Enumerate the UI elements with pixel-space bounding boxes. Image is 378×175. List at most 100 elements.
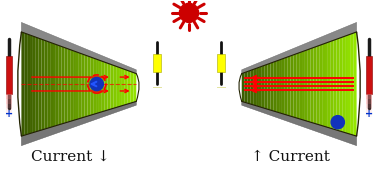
- Text: +: +: [5, 109, 13, 119]
- Polygon shape: [348, 34, 351, 134]
- Polygon shape: [270, 62, 273, 111]
- Polygon shape: [302, 51, 305, 120]
- Text: ↑ Current: ↑ Current: [251, 150, 330, 164]
- FancyBboxPatch shape: [6, 94, 12, 99]
- Polygon shape: [116, 66, 119, 107]
- Polygon shape: [336, 38, 339, 131]
- Polygon shape: [256, 67, 259, 107]
- FancyBboxPatch shape: [153, 54, 161, 72]
- Polygon shape: [36, 37, 39, 132]
- Polygon shape: [70, 50, 73, 121]
- Polygon shape: [293, 54, 296, 118]
- Polygon shape: [242, 73, 245, 102]
- Text: Current ↓: Current ↓: [31, 150, 110, 164]
- FancyBboxPatch shape: [6, 94, 12, 108]
- Circle shape: [180, 3, 198, 22]
- Polygon shape: [105, 62, 108, 111]
- Polygon shape: [276, 60, 279, 113]
- FancyBboxPatch shape: [366, 94, 372, 99]
- Polygon shape: [291, 55, 293, 117]
- Polygon shape: [22, 32, 24, 136]
- Polygon shape: [305, 50, 308, 121]
- Polygon shape: [90, 57, 93, 115]
- Polygon shape: [50, 42, 53, 127]
- Polygon shape: [110, 64, 113, 109]
- Polygon shape: [44, 40, 47, 129]
- Polygon shape: [328, 41, 331, 128]
- Polygon shape: [56, 44, 59, 126]
- Polygon shape: [24, 33, 27, 135]
- Polygon shape: [22, 22, 136, 74]
- Polygon shape: [85, 55, 87, 117]
- FancyBboxPatch shape: [366, 94, 372, 113]
- Polygon shape: [79, 53, 82, 119]
- Circle shape: [331, 116, 344, 129]
- Polygon shape: [93, 58, 96, 114]
- Text: +: +: [365, 109, 373, 119]
- Polygon shape: [42, 39, 44, 130]
- Polygon shape: [322, 43, 325, 127]
- Polygon shape: [242, 101, 356, 146]
- Polygon shape: [250, 69, 253, 105]
- Polygon shape: [342, 36, 345, 133]
- Polygon shape: [296, 53, 299, 119]
- Polygon shape: [67, 49, 70, 122]
- Polygon shape: [253, 68, 256, 106]
- Polygon shape: [128, 71, 130, 104]
- Polygon shape: [259, 66, 262, 107]
- Polygon shape: [299, 52, 302, 120]
- Polygon shape: [82, 54, 85, 118]
- Polygon shape: [339, 37, 342, 132]
- Polygon shape: [96, 59, 99, 114]
- Polygon shape: [268, 63, 270, 110]
- Polygon shape: [102, 61, 105, 112]
- Polygon shape: [311, 48, 313, 123]
- Polygon shape: [125, 69, 128, 105]
- Circle shape: [90, 77, 103, 91]
- Polygon shape: [313, 47, 316, 124]
- Polygon shape: [122, 68, 125, 106]
- Polygon shape: [265, 64, 268, 109]
- FancyBboxPatch shape: [6, 94, 12, 113]
- Polygon shape: [87, 56, 90, 116]
- Polygon shape: [308, 49, 311, 122]
- FancyBboxPatch shape: [366, 56, 372, 94]
- Polygon shape: [119, 67, 122, 107]
- Polygon shape: [351, 33, 354, 135]
- Polygon shape: [319, 44, 322, 126]
- Polygon shape: [47, 41, 50, 128]
- Polygon shape: [285, 57, 288, 115]
- Polygon shape: [99, 60, 102, 113]
- Polygon shape: [113, 65, 116, 108]
- Polygon shape: [53, 43, 56, 127]
- Polygon shape: [316, 46, 319, 125]
- Polygon shape: [22, 101, 136, 146]
- FancyBboxPatch shape: [6, 56, 12, 94]
- FancyBboxPatch shape: [366, 94, 372, 104]
- Polygon shape: [288, 56, 291, 116]
- Polygon shape: [273, 61, 276, 112]
- Polygon shape: [325, 42, 328, 127]
- Polygon shape: [279, 59, 282, 114]
- Polygon shape: [331, 40, 334, 129]
- FancyBboxPatch shape: [217, 54, 225, 72]
- Polygon shape: [39, 38, 42, 131]
- Polygon shape: [282, 58, 285, 114]
- Polygon shape: [62, 47, 65, 124]
- Polygon shape: [108, 63, 110, 110]
- Polygon shape: [334, 39, 336, 130]
- FancyBboxPatch shape: [366, 94, 372, 108]
- Polygon shape: [133, 73, 136, 102]
- Polygon shape: [30, 35, 33, 134]
- Polygon shape: [345, 35, 348, 134]
- Polygon shape: [65, 48, 67, 123]
- Polygon shape: [59, 46, 62, 125]
- Polygon shape: [73, 51, 76, 120]
- Polygon shape: [245, 72, 248, 103]
- Polygon shape: [76, 52, 79, 120]
- Polygon shape: [354, 32, 356, 136]
- Polygon shape: [248, 71, 250, 104]
- Polygon shape: [262, 65, 265, 108]
- Polygon shape: [33, 36, 36, 133]
- Polygon shape: [27, 34, 30, 134]
